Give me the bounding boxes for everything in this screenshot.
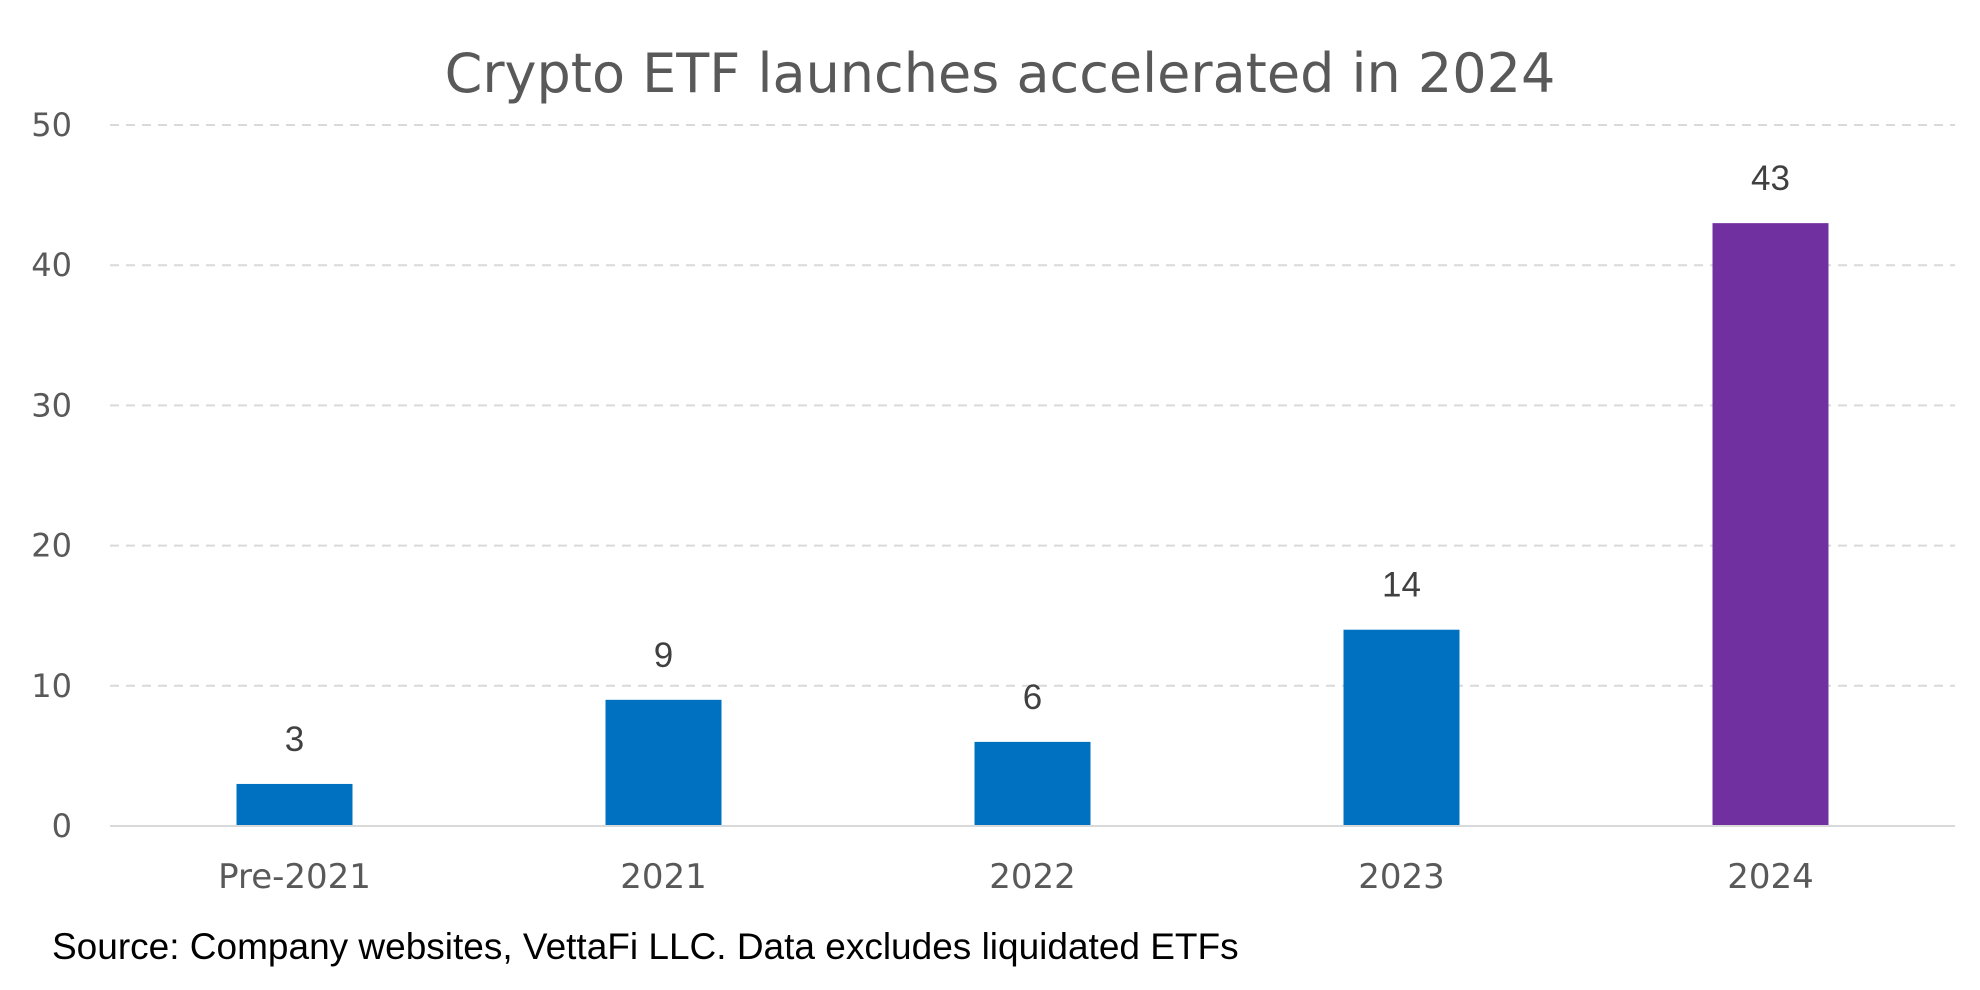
x-axis-ticks: Pre-2021 2021 2022 2023 2024	[218, 857, 1814, 897]
y-tick-label: 20	[31, 527, 72, 565]
bars	[236, 223, 1829, 826]
data-label: 14	[1382, 566, 1421, 605]
data-label: 43	[1751, 159, 1790, 198]
bar-pre-2021	[236, 783, 353, 826]
data-label: 6	[1023, 678, 1042, 717]
x-tick-label: 2022	[989, 857, 1076, 897]
y-tick-label: 10	[31, 667, 72, 705]
data-label: 9	[654, 636, 673, 675]
y-tick-label: 40	[31, 246, 72, 284]
bar-2022	[974, 741, 1091, 826]
data-label: 3	[285, 720, 304, 759]
y-tick-label: 50	[31, 106, 72, 144]
bar-2024	[1712, 223, 1829, 826]
data-labels: 3 9 6 14 43	[285, 159, 1790, 759]
bar-2023	[1343, 629, 1460, 826]
y-tick-label: 0	[52, 807, 72, 845]
gridlines	[110, 124, 1955, 687]
x-tick-label: 2021	[620, 857, 707, 897]
chart-title: Crypto ETF launches accelerated in 2024	[445, 42, 1556, 105]
x-tick-label: 2023	[1358, 857, 1445, 897]
y-axis-ticks: 0 10 20 30 40 50	[31, 106, 72, 845]
x-tick-label: Pre-2021	[218, 857, 371, 897]
y-tick-label: 30	[31, 386, 72, 424]
x-tick-label: 2024	[1727, 857, 1814, 897]
bar-2021	[605, 699, 722, 826]
source-note: Source: Company websites, VettaFi LLC. D…	[52, 926, 1239, 967]
